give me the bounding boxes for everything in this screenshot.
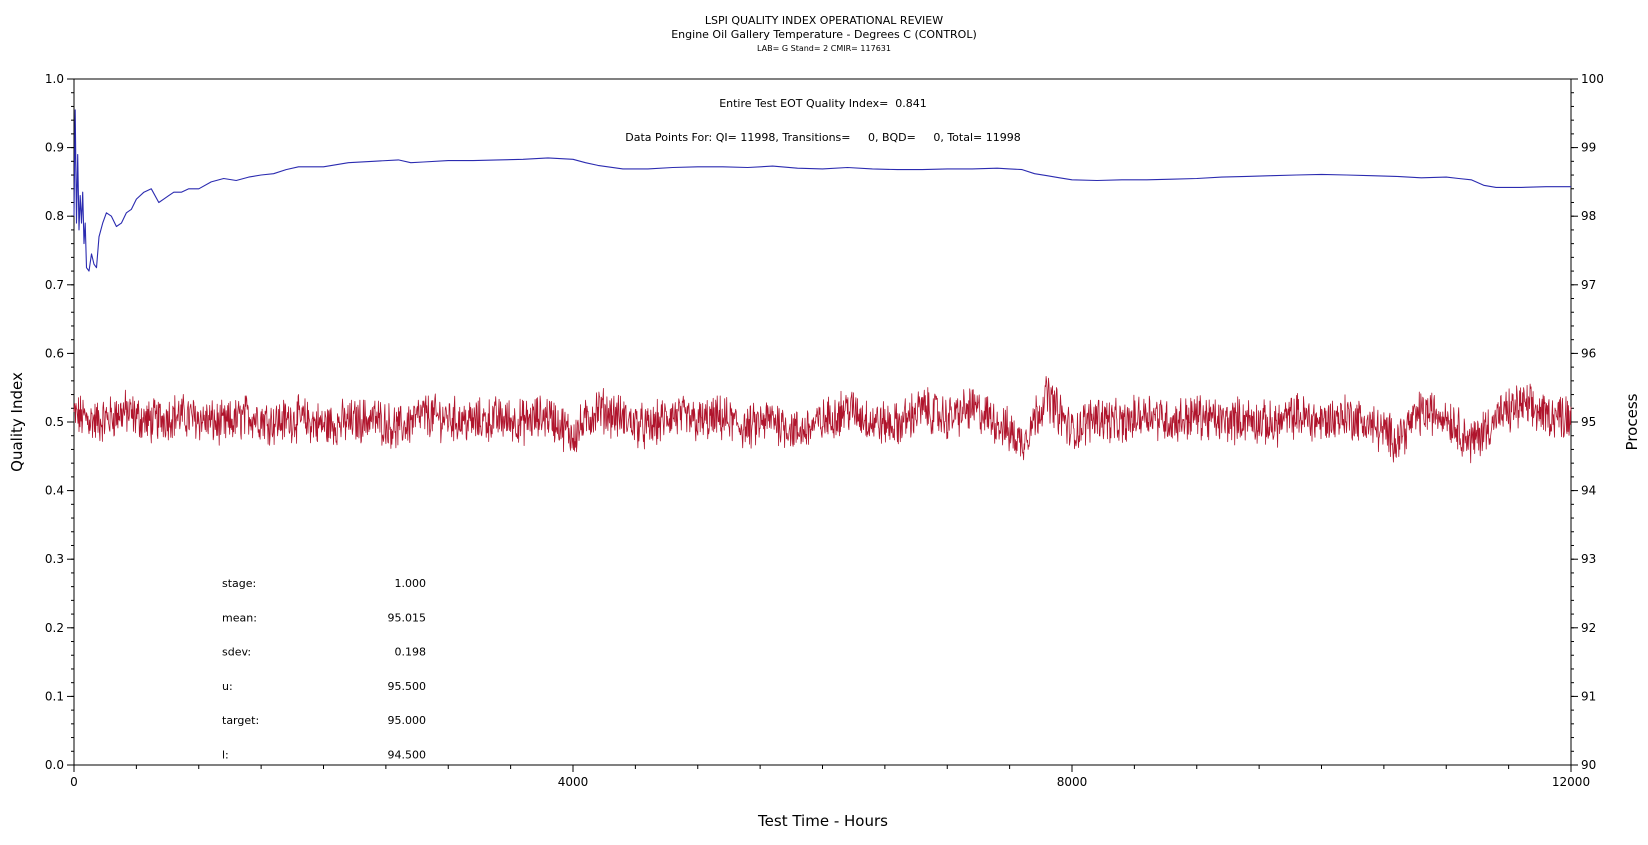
series-line-0 (73, 109, 1571, 272)
y-tick-label: 0.4 (45, 484, 64, 498)
x-axis-label: Test Time - Hours (757, 812, 888, 830)
chart-title: LSPI QUALITY INDEX OPERATIONAL REVIEW (705, 14, 943, 27)
y2-tick-label: 90 (1581, 758, 1596, 772)
y-tick-label: 0.1 (45, 689, 64, 703)
y2-tick-label: 95 (1581, 415, 1596, 429)
x-tick-label: 8000 (1057, 775, 1088, 789)
y-axis-label: Quality Index (8, 372, 26, 472)
stat-value: 95.015 (388, 611, 427, 624)
chart-subtitle-lab: LAB= G Stand= 2 CMIR= 117631 (757, 44, 891, 53)
stat-value: 1.000 (395, 577, 427, 590)
stat-value: 0.198 (395, 646, 427, 659)
stat-value: 95.500 (388, 680, 427, 693)
y2-tick-label: 94 (1581, 484, 1596, 498)
y2-tick-label: 98 (1581, 209, 1596, 223)
y2-tick-label: 100 (1581, 72, 1604, 86)
y2-tick-label: 93 (1581, 552, 1596, 566)
x-tick-label: 12000 (1552, 775, 1590, 789)
stat-value: 94.500 (388, 749, 427, 762)
x-tick-label: 0 (70, 775, 78, 789)
chart-subtitle: Engine Oil Gallery Temperature - Degrees… (671, 28, 977, 41)
y-tick-label: 0.5 (45, 415, 64, 429)
quality-index-annotation: Entire Test EOT Quality Index= 0.841 (719, 97, 927, 110)
y-tick-label: 1.0 (45, 72, 64, 86)
stat-value: 95.000 (388, 714, 427, 727)
y-tick-label: 0.2 (45, 621, 64, 635)
y-tick-label: 0.7 (45, 278, 64, 292)
y2-tick-label: 92 (1581, 621, 1596, 635)
stat-label: sdev: (222, 646, 251, 659)
y2-tick-label: 97 (1581, 278, 1596, 292)
stat-label: mean: (222, 611, 257, 624)
y-tick-label: 0.8 (45, 209, 64, 223)
y2-axis-label: Process (1623, 393, 1641, 450)
y-tick-label: 0.3 (45, 552, 64, 566)
series-line-1 (73, 376, 1572, 464)
data-points-annotation: Data Points For: QI= 11998, Transitions=… (625, 131, 1020, 144)
y-tick-label: 0.0 (45, 758, 64, 772)
y2-tick-label: 96 (1581, 346, 1596, 360)
stat-label: u: (222, 680, 233, 693)
y2-tick-label: 99 (1581, 141, 1596, 155)
y-axis-ticks: 0.0 0.1 0.2 0.3 0.4 0.5 0.6 0.7 0.8 0.9 1.0 (45, 72, 74, 772)
stat-label: target: (222, 714, 259, 727)
series-layer (73, 109, 1572, 464)
y-tick-label: 0.6 (45, 346, 64, 360)
y2-tick-label: 91 (1581, 689, 1596, 703)
plot-frame (73, 78, 1572, 766)
x-tick-label: 4000 (558, 775, 589, 789)
y-tick-label: 0.9 (45, 141, 64, 155)
stat-label: l: (222, 749, 229, 762)
stat-label: stage: (222, 577, 256, 590)
y2-axis-ticks: 90 91 92 93 94 95 96 97 98 99 100 (1571, 72, 1604, 772)
stats-table: stage: 1.000 mean: 95.015 sdev: 0.198 u: 95.500… (222, 577, 426, 762)
x-axis-ticks: 0 4000 8000 12000 (70, 765, 1590, 789)
